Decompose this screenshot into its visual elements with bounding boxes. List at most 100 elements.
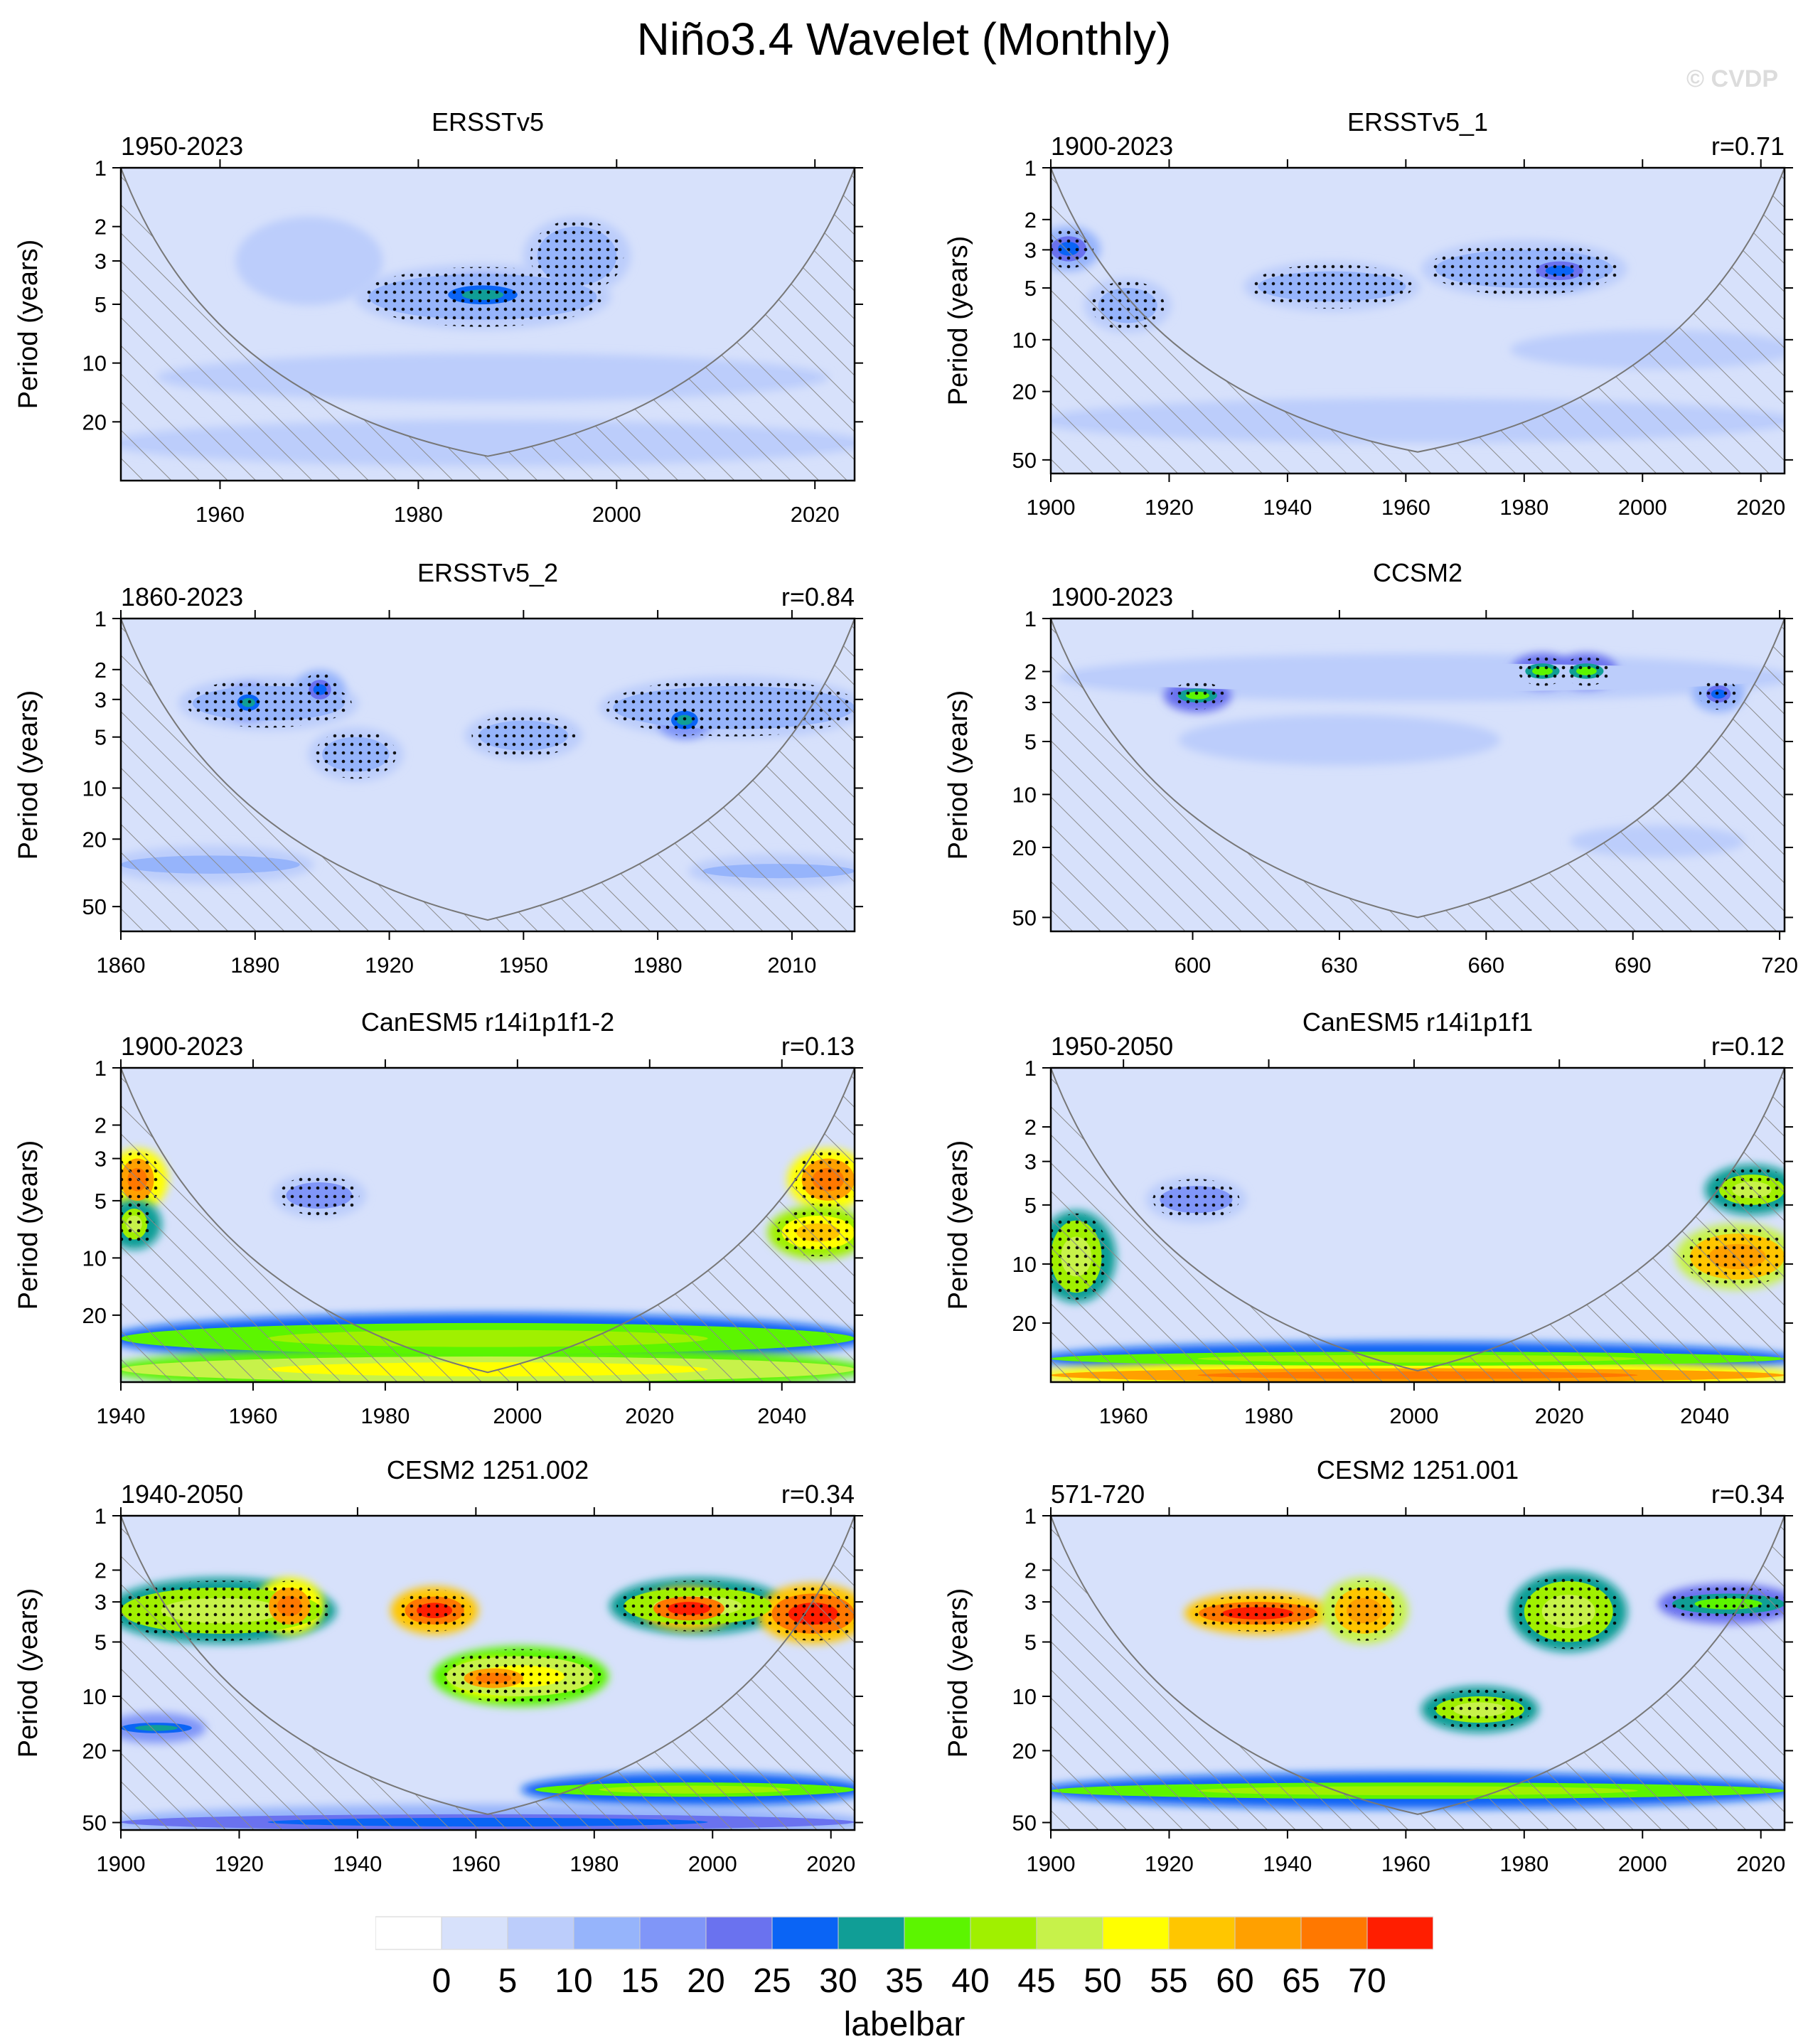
significance-stipple — [397, 1589, 471, 1632]
y-tick-label: 20 — [1012, 1311, 1037, 1336]
y-tick-label: 10 — [82, 1246, 107, 1270]
y-tick-label: 10 — [1012, 328, 1037, 353]
panel-title: CanESM5 r14i1p1f1-2 — [361, 1007, 614, 1037]
y-tick-label: 5 — [95, 725, 107, 750]
significance-stipple — [1517, 1573, 1620, 1649]
significance-stipple — [1699, 678, 1738, 710]
x-tick-label: 1900 — [1027, 1851, 1076, 1876]
y-tick-label: 5 — [95, 292, 107, 317]
panel-title: ERSSTv5 — [432, 107, 544, 137]
x-tick-label: 2020 — [625, 1403, 674, 1428]
y-tick-label: 5 — [1025, 1630, 1037, 1655]
y-tick-label: 5 — [1025, 729, 1037, 754]
x-tick-label: 690 — [1615, 953, 1652, 978]
significance-stipple — [1428, 242, 1620, 296]
y-tick-label: 3 — [1025, 1590, 1037, 1615]
y-tick-label: 1 — [1025, 1056, 1037, 1081]
x-tick-label: 1890 — [230, 953, 279, 978]
colorbar-box — [970, 1916, 1037, 1950]
period-range-label: 1940-2050 — [121, 1480, 243, 1509]
y-tick-label: 2 — [95, 1558, 107, 1583]
power-region — [250, 226, 369, 296]
wavelet-panel-1: 1 2 3 5 10 20 1960 1980 2000 2020 ERSSTv5 1950-2023… — [14, 107, 863, 527]
significance-stipple — [279, 1175, 360, 1216]
y-tick-label: 20 — [82, 1303, 107, 1328]
significance-stipple — [1170, 681, 1224, 710]
cone-of-influence — [1051, 1068, 1785, 1382]
x-tick-label: 1940 — [333, 1851, 382, 1876]
y-tick-label: 5 — [1025, 276, 1037, 301]
y-axis-label: Period (years) — [14, 690, 43, 860]
x-tick-label: 2000 — [1618, 495, 1667, 520]
correlation-label: r=0.71 — [1711, 132, 1785, 161]
y-tick-label: 1 — [95, 1504, 107, 1529]
y-tick-label: 20 — [1012, 835, 1037, 860]
colorbar-box — [507, 1916, 574, 1950]
plot-frame — [1049, 1066, 1786, 1384]
y-tick-label: 20 — [1012, 1738, 1037, 1763]
y-tick-label: 3 — [95, 249, 107, 274]
cone-of-influence-edge — [121, 168, 855, 457]
power-region — [170, 363, 815, 392]
colorbar-box — [1102, 1916, 1170, 1950]
wavelet-panel-7: 1 2 3 5 10 20 50 1900 1920 1940 1960 1980 2000 2020 CE… — [14, 1455, 863, 1876]
y-tick-label: 5 — [95, 1189, 107, 1214]
colorbar-label: 55 — [1150, 1962, 1187, 2000]
y-tick-label: 20 — [82, 1738, 107, 1763]
x-tick-label: 720 — [1761, 953, 1798, 978]
significance-stipple — [262, 1580, 318, 1632]
cone-of-influence-edge — [1051, 619, 1785, 919]
colorbar-label: 10 — [555, 1962, 592, 2000]
y-tick-label: 10 — [1012, 782, 1037, 807]
colorbar-label: 35 — [885, 1962, 923, 2000]
plot-frame — [119, 617, 856, 933]
panel-title: CESM2 1251.002 — [387, 1455, 589, 1484]
x-tick-label: 2000 — [688, 1851, 737, 1876]
plot-frame — [1049, 1514, 1786, 1831]
colorbar-box — [375, 1916, 442, 1950]
x-tick-label: 2000 — [592, 502, 641, 527]
x-tick-label: 1960 — [196, 502, 245, 527]
y-axis-label: Period (years) — [943, 236, 973, 406]
wavelet-panel-2: 1 2 3 5 10 20 50 1900 1920 1940 1960 1980 2000 2020 ER… — [943, 107, 1793, 520]
colorbar-box — [1036, 1916, 1103, 1950]
y-tick-label: 5 — [1025, 1193, 1037, 1218]
period-range-label: 1900-2023 — [1051, 582, 1173, 611]
x-tick-label: 630 — [1321, 953, 1358, 978]
cone-of-influence — [121, 1068, 855, 1382]
colorbar-box — [1168, 1916, 1236, 1950]
y-tick-label: 1 — [1025, 606, 1037, 631]
wavelet-panel-8: 1 2 3 5 10 20 50 1900 1920 1940 1960 1980 2000 2020 CE… — [943, 1455, 1793, 1876]
x-tick-label: 660 — [1467, 953, 1504, 978]
colorbar-label: 0 — [432, 1962, 451, 2000]
significance-stipple — [315, 729, 397, 779]
period-range-label: 1950-2023 — [121, 132, 243, 161]
x-tick-label: 2020 — [1736, 1851, 1785, 1876]
significance-stipple — [230, 687, 267, 718]
colorbar-label: 15 — [621, 1962, 658, 2000]
plot-frame — [119, 1066, 856, 1384]
y-tick-label: 1 — [1025, 1504, 1037, 1529]
significance-stipple — [664, 703, 705, 737]
colorbar-label: 20 — [687, 1962, 724, 2000]
significance-stipple — [1518, 656, 1567, 686]
colorbar: 0 5 10 15 20 25 30 35 40 45 50 55 60 65 70 labelbar — [375, 1912, 1434, 2043]
x-tick-label: 1960 — [1381, 1851, 1430, 1876]
cone-of-influence-edge — [121, 619, 855, 921]
x-tick-label: 2020 — [1535, 1403, 1584, 1428]
x-tick-label: 2020 — [806, 1851, 855, 1876]
cone-of-influence — [1051, 619, 1785, 931]
y-tick-label: 50 — [82, 1810, 107, 1835]
x-tick-label: 1980 — [394, 502, 443, 527]
y-tick-label: 2 — [1025, 659, 1037, 684]
significance-stipple — [646, 1589, 732, 1628]
y-tick-label: 50 — [1012, 905, 1037, 930]
significance-stipple — [1562, 656, 1611, 686]
panel-title: CESM2 1251.001 — [1317, 1455, 1519, 1484]
significance-stipple — [301, 673, 338, 707]
colorbar-label: 40 — [951, 1962, 989, 2000]
x-tick-label: 1960 — [451, 1851, 501, 1876]
y-tick-label: 1 — [1025, 156, 1037, 181]
x-tick-label: 1920 — [1145, 1851, 1194, 1876]
